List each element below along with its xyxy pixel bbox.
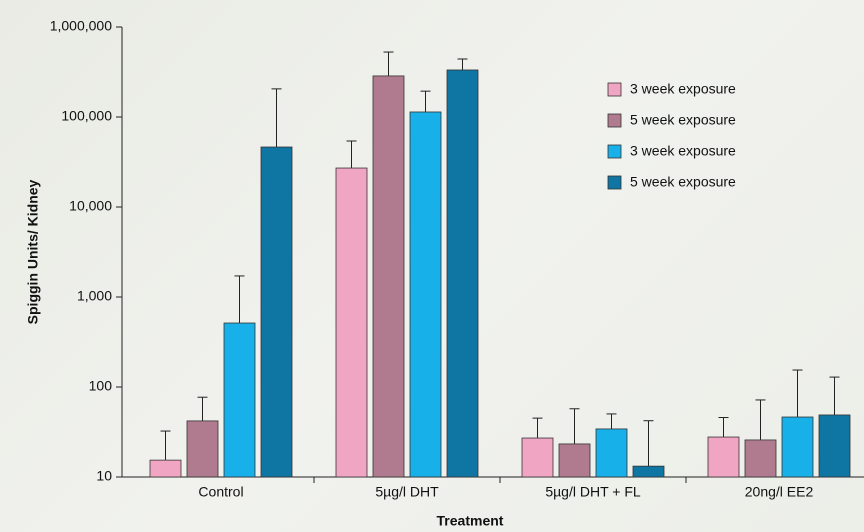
y-axis-title: Spiggin Units/ Kidney <box>25 179 41 324</box>
bar <box>373 76 404 477</box>
legend-swatch <box>608 114 621 127</box>
bar <box>633 466 664 477</box>
y-tick-label: 10 <box>96 468 112 484</box>
legend-swatch <box>608 176 621 189</box>
legend-label: 3 week exposure <box>630 81 736 97</box>
legend-swatch <box>608 83 621 96</box>
bar <box>150 460 181 477</box>
legend-label: 5 week exposure <box>630 174 736 190</box>
legend-label: 3 week exposure <box>630 143 736 159</box>
y-tick-label: 1,000,000 <box>50 18 112 34</box>
y-tick-label: 1,000 <box>77 288 112 304</box>
bar <box>261 147 292 477</box>
x-tick-label: 5µg/l DHT <box>375 484 439 500</box>
y-tick-label: 100 <box>89 378 113 394</box>
y-tick-label: 10,000 <box>69 198 112 214</box>
legend-label: 5 week exposure <box>630 112 736 128</box>
bar <box>187 421 218 477</box>
x-axis-title: Treatment <box>437 513 504 529</box>
bar <box>410 112 441 477</box>
bar <box>745 440 776 477</box>
x-tick-label: Control <box>198 484 243 500</box>
bar <box>224 323 255 477</box>
bar <box>819 415 850 477</box>
bar <box>596 429 627 477</box>
bar <box>782 417 813 477</box>
legend-swatch <box>608 145 621 158</box>
chart: Treatment Spiggin Units/ Kidney 10 100 1,0… <box>0 0 864 532</box>
bar <box>559 444 590 477</box>
bar <box>447 70 478 477</box>
x-tick-label: 5µg/l DHT + FL <box>545 484 641 500</box>
x-tick-label: 20ng/l EE2 <box>745 484 814 500</box>
y-tick-label: 100,000 <box>61 108 112 124</box>
bar <box>522 438 553 477</box>
bar <box>708 437 739 477</box>
bar <box>336 168 367 477</box>
